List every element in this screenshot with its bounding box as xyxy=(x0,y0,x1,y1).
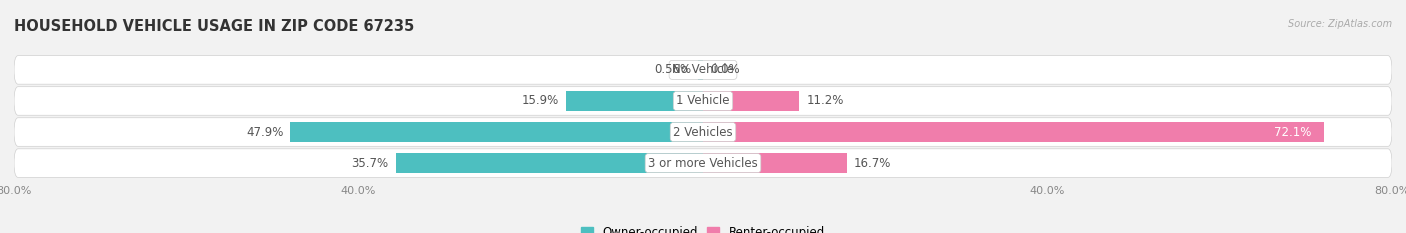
Bar xyxy=(703,91,800,111)
Text: 11.2%: 11.2% xyxy=(807,94,844,107)
Bar xyxy=(699,60,703,79)
Bar xyxy=(703,154,846,173)
FancyBboxPatch shape xyxy=(14,118,1392,146)
Bar xyxy=(291,122,703,142)
Text: No Vehicle: No Vehicle xyxy=(672,63,734,76)
Bar xyxy=(703,122,1324,142)
Text: 15.9%: 15.9% xyxy=(522,94,560,107)
Text: 16.7%: 16.7% xyxy=(853,157,891,170)
Text: HOUSEHOLD VEHICLE USAGE IN ZIP CODE 67235: HOUSEHOLD VEHICLE USAGE IN ZIP CODE 6723… xyxy=(14,19,415,34)
Text: 1 Vehicle: 1 Vehicle xyxy=(676,94,730,107)
Text: 0.56%: 0.56% xyxy=(654,63,692,76)
Text: Source: ZipAtlas.com: Source: ZipAtlas.com xyxy=(1288,19,1392,29)
Text: 47.9%: 47.9% xyxy=(246,126,284,139)
FancyBboxPatch shape xyxy=(14,56,1392,84)
Text: 35.7%: 35.7% xyxy=(352,157,388,170)
Legend: Owner-occupied, Renter-occupied: Owner-occupied, Renter-occupied xyxy=(576,221,830,233)
Text: 2 Vehicles: 2 Vehicles xyxy=(673,126,733,139)
FancyBboxPatch shape xyxy=(14,149,1392,177)
FancyBboxPatch shape xyxy=(14,87,1392,115)
Text: 0.0%: 0.0% xyxy=(710,63,740,76)
Bar xyxy=(567,91,703,111)
Text: 3 or more Vehicles: 3 or more Vehicles xyxy=(648,157,758,170)
Text: 72.1%: 72.1% xyxy=(1274,126,1310,139)
Bar xyxy=(395,154,703,173)
